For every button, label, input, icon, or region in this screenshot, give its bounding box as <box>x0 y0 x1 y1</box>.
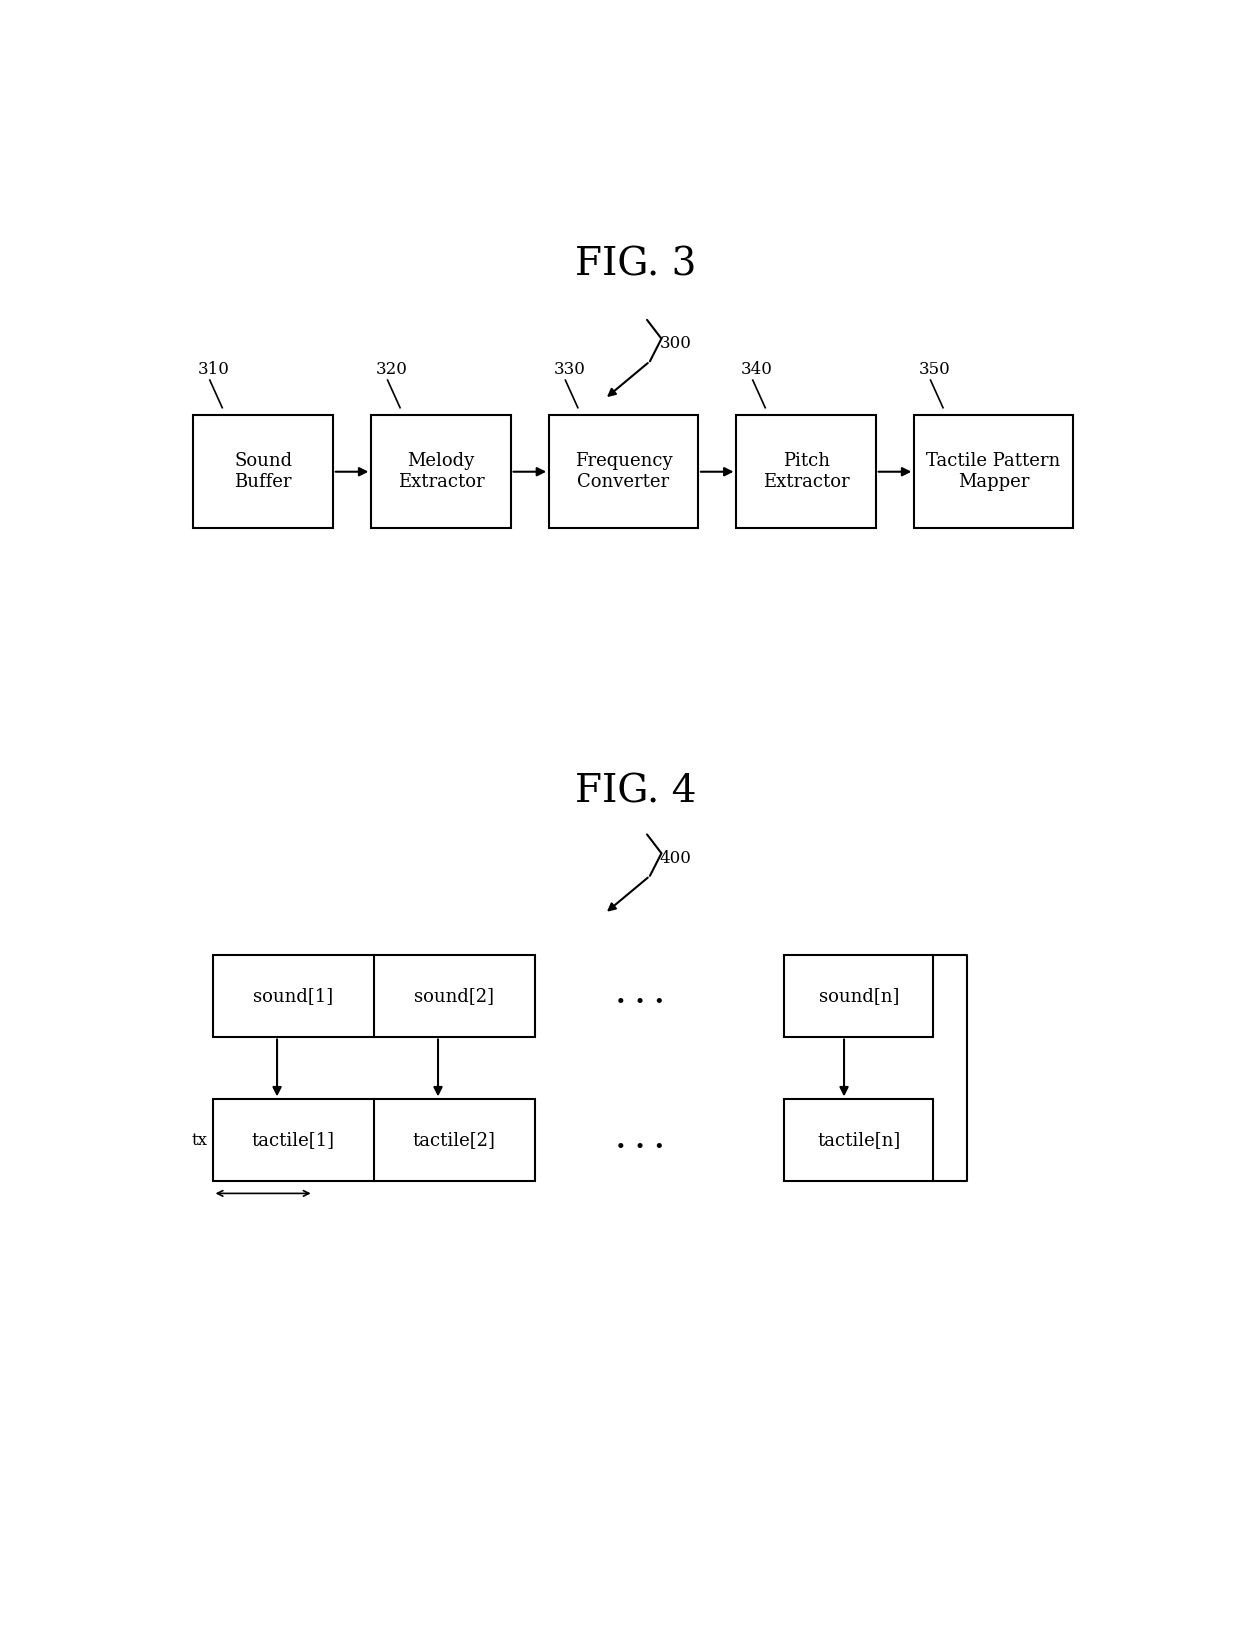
Text: sound[1]: sound[1] <box>253 986 334 1004</box>
Text: sound[n]: sound[n] <box>818 986 899 1004</box>
Text: 310: 310 <box>198 360 231 378</box>
Text: 320: 320 <box>376 360 408 378</box>
Text: 300: 300 <box>660 336 692 352</box>
Text: Melody
Extractor: Melody Extractor <box>398 452 484 491</box>
Text: tactile[2]: tactile[2] <box>413 1131 496 1149</box>
Text: sound[2]: sound[2] <box>414 986 494 1004</box>
Text: Pitch
Extractor: Pitch Extractor <box>763 452 849 491</box>
Text: tactile[1]: tactile[1] <box>252 1131 335 1149</box>
Text: 330: 330 <box>554 360 585 378</box>
Text: . . .: . . . <box>616 1126 665 1154</box>
Text: Tactile Pattern
Mapper: Tactile Pattern Mapper <box>926 452 1060 491</box>
Text: Sound
Buffer: Sound Buffer <box>234 452 293 491</box>
Bar <box>785 955 934 1037</box>
Bar <box>549 416 698 528</box>
Text: . . .: . . . <box>616 983 665 1009</box>
Text: 340: 340 <box>742 360 773 378</box>
Text: 400: 400 <box>660 851 692 867</box>
Text: 350: 350 <box>919 360 951 378</box>
Text: FIG. 4: FIG. 4 <box>575 773 696 810</box>
Bar <box>193 416 332 528</box>
Bar <box>213 1099 534 1180</box>
Bar <box>737 416 875 528</box>
Bar <box>914 416 1073 528</box>
Text: tx: tx <box>192 1131 208 1149</box>
Text: tactile[n]: tactile[n] <box>817 1131 900 1149</box>
Text: Frequency
Converter: Frequency Converter <box>574 452 672 491</box>
Bar <box>371 416 511 528</box>
Text: FIG. 3: FIG. 3 <box>575 246 696 284</box>
Bar <box>213 955 534 1037</box>
Bar <box>785 1099 934 1180</box>
